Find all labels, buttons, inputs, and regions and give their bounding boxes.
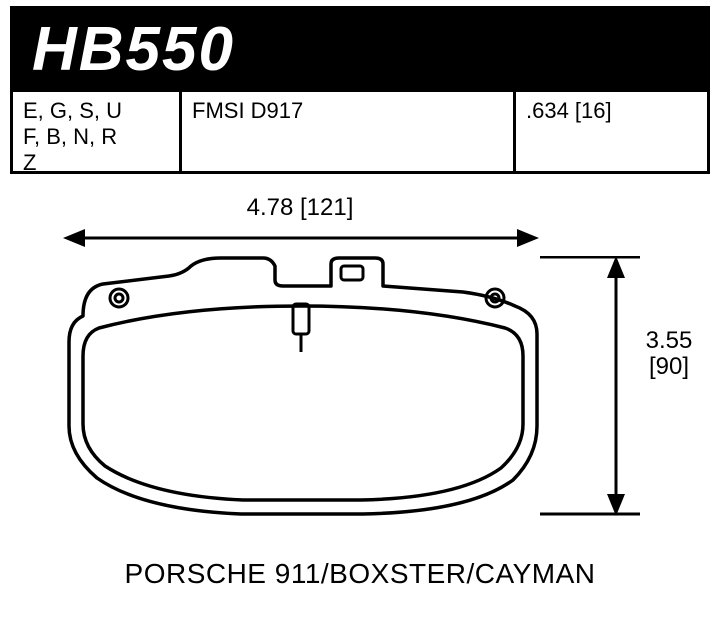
application-label: PORSCHE 911/BOXSTER/CAYMAN [0, 558, 720, 590]
info-row: E, G, S, U F, B, N, R Z FMSI D917 .634 [… [10, 92, 710, 174]
thickness-cell: .634 [16] [516, 92, 710, 171]
height-value: 3.55 [630, 328, 708, 354]
page: HB550 E, G, S, U F, B, N, R Z FMSI D917 … [0, 0, 720, 622]
header-bar: HB550 [10, 6, 710, 92]
height-extension-lines [540, 256, 640, 516]
codes-line: E, G, S, U [23, 98, 169, 124]
width-arrow [63, 226, 539, 250]
fmsi-cell: FMSI D917 [182, 92, 516, 171]
codes-line: Z [23, 150, 169, 176]
height-mm: [90] [630, 354, 708, 380]
compound-codes: E, G, S, U F, B, N, R Z [10, 92, 182, 171]
thickness-value: .634 [16] [526, 98, 612, 123]
fmsi-code: FMSI D917 [192, 98, 303, 123]
codes-line: F, B, N, R [23, 124, 169, 150]
part-number: HB550 [32, 14, 235, 85]
height-dimension-label: 3.55 [90] [630, 328, 708, 381]
diagram-area: 4.78 [121] 3.55 [90] [10, 180, 710, 600]
width-dimension-label: 4.78 [121] [65, 194, 535, 222]
brake-pad-drawing [63, 256, 541, 518]
